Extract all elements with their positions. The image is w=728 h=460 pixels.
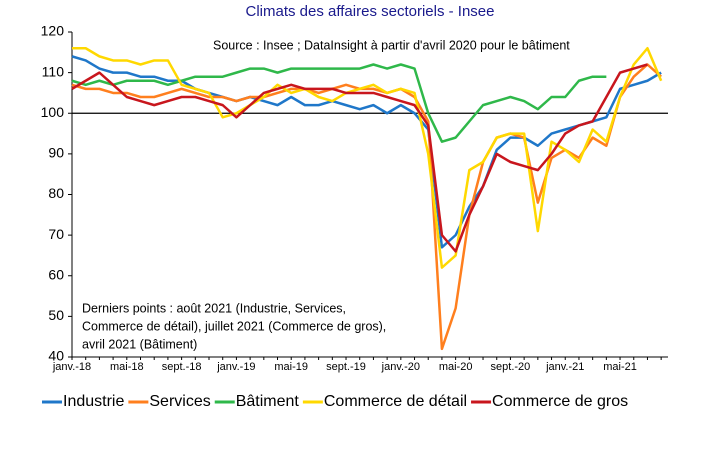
source: Source : Insee ; DataInsight à partir d'…	[213, 38, 570, 52]
legend-label: Commerce de gros	[492, 393, 628, 410]
legend-label: Industrie	[63, 393, 124, 410]
y-tick-label: 80	[48, 185, 64, 201]
y-tick-label: 50	[48, 307, 64, 323]
y-tick-label: 120	[41, 23, 65, 39]
x-tick-label: janv.-18	[52, 361, 91, 373]
series-line	[71, 63, 648, 253]
x-tick-label: sept.-18	[162, 361, 202, 373]
legend-label: Bâtiment	[236, 393, 300, 410]
legend-label: Services	[149, 393, 210, 410]
series-line	[71, 63, 607, 143]
y-tick-label: 90	[48, 145, 64, 161]
annotation: Derniers points : août 2021 (Industrie, …	[82, 301, 346, 315]
series-line	[71, 55, 662, 249]
y-tick-label: 110	[42, 63, 65, 79]
series-line	[71, 63, 662, 351]
series-line	[72, 47, 663, 269]
y-tick-label: 100	[41, 104, 65, 120]
annotation: avril 2021 (Bâtiment)	[82, 337, 197, 351]
y-tick-label: 60	[48, 266, 64, 282]
x-tick-label: mai-19	[274, 361, 308, 373]
x-tick-label: sept.-20	[491, 361, 531, 373]
x-tick-label: mai-20	[439, 361, 473, 373]
annotation: Commerce de détail), juillet 2021 (Comme…	[82, 319, 386, 333]
x-tick-label: janv.-19	[216, 361, 255, 373]
y-tick-label: 40	[48, 348, 64, 364]
x-tick-label: mai-21	[603, 361, 637, 373]
x-tick-label: mai-18	[110, 361, 144, 373]
x-tick-label: sept.-19	[326, 361, 366, 373]
y-tick-label: 70	[48, 226, 64, 242]
legend-label: Commerce de détail	[324, 393, 467, 410]
x-tick-label: janv.-20	[381, 361, 420, 373]
x-tick-label: janv.-21	[545, 361, 584, 373]
chart-title: Climats des affaires sectoriels - Insee	[246, 3, 495, 20]
